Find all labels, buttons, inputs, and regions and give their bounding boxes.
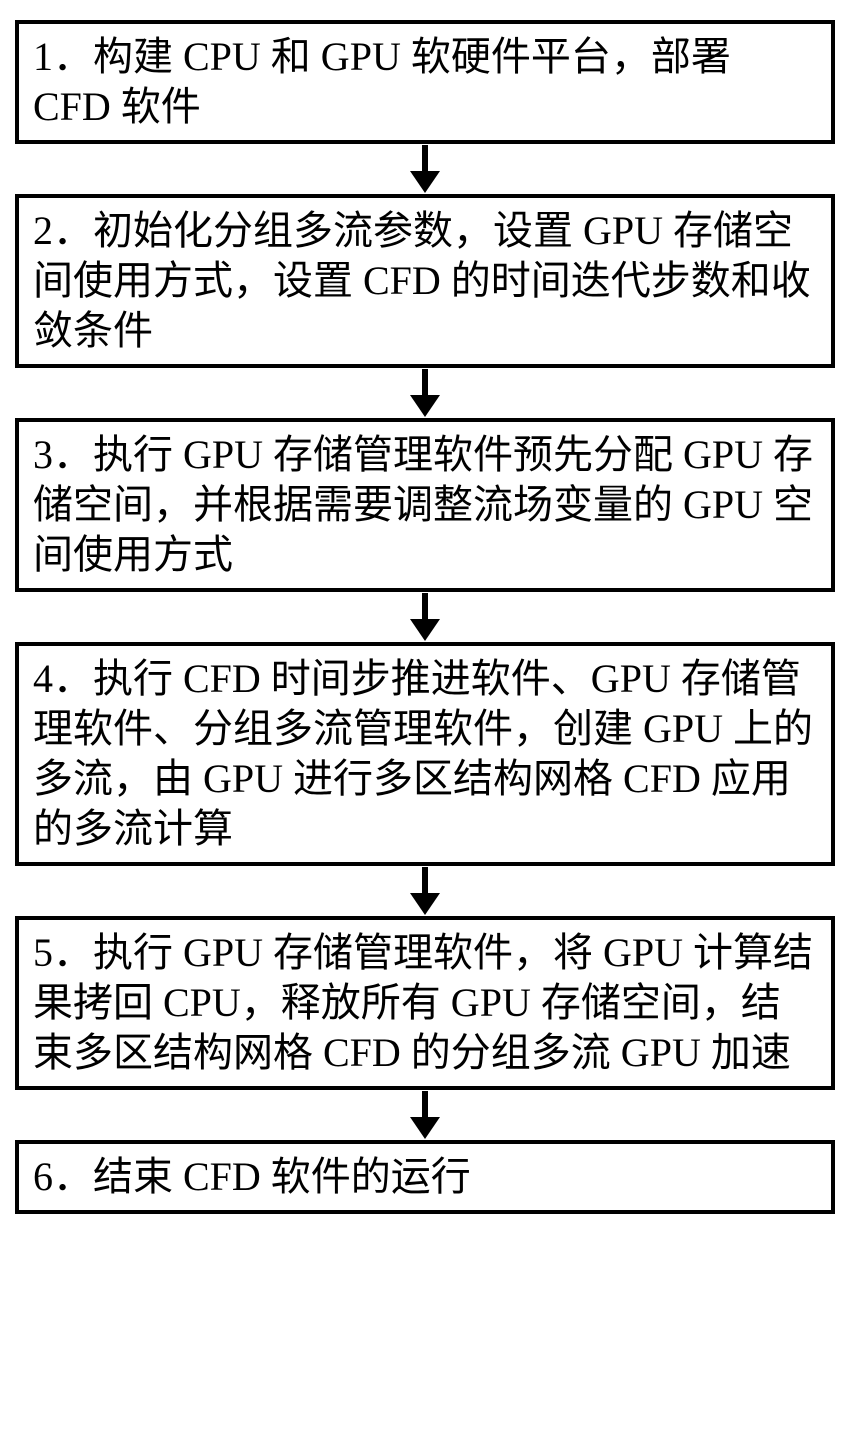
step-box-5: 5．执行 GPU 存储管理软件，将 GPU 计算结果拷回 CPU，释放所有 GP… — [15, 916, 835, 1090]
step-text: 6．结束 CFD 软件的运行 — [33, 1154, 471, 1199]
arrow-5-6 — [15, 1090, 835, 1140]
arrow-3-4 — [15, 592, 835, 642]
arrow-4-5 — [15, 866, 835, 916]
arrow-down-icon — [402, 867, 448, 915]
step-text: 5．执行 GPU 存储管理软件，将 GPU 计算结果拷回 CPU，释放所有 GP… — [33, 930, 813, 1075]
step-box-2: 2．初始化分组多流参数，设置 GPU 存储空间使用方式，设置 CFD 的时间迭代… — [15, 194, 835, 368]
step-text: 3．执行 GPU 存储管理软件预先分配 GPU 存储空间，并根据需要调整流场变量… — [33, 432, 813, 577]
step-box-1: 1．构建 CPU 和 GPU 软硬件平台，部署 CFD 软件 — [15, 20, 835, 144]
arrow-2-3 — [15, 368, 835, 418]
step-box-6: 6．结束 CFD 软件的运行 — [15, 1140, 835, 1214]
arrow-down-icon — [402, 593, 448, 641]
step-text: 4．执行 CFD 时间步推进软件、GPU 存储管理软件、分组多流管理软件，创建 … — [33, 656, 813, 851]
arrow-1-2 — [15, 144, 835, 194]
step-box-3: 3．执行 GPU 存储管理软件预先分配 GPU 存储空间，并根据需要调整流场变量… — [15, 418, 835, 592]
flowchart-container: 1．构建 CPU 和 GPU 软硬件平台，部署 CFD 软件 2．初始化分组多流… — [15, 20, 835, 1214]
step-box-4: 4．执行 CFD 时间步推进软件、GPU 存储管理软件、分组多流管理软件，创建 … — [15, 642, 835, 866]
arrow-down-icon — [402, 145, 448, 193]
arrow-down-icon — [402, 369, 448, 417]
step-text: 1．构建 CPU 和 GPU 软硬件平台，部署 CFD 软件 — [33, 34, 731, 129]
step-text: 2．初始化分组多流参数，设置 GPU 存储空间使用方式，设置 CFD 的时间迭代… — [33, 208, 811, 353]
arrow-down-icon — [402, 1091, 448, 1139]
